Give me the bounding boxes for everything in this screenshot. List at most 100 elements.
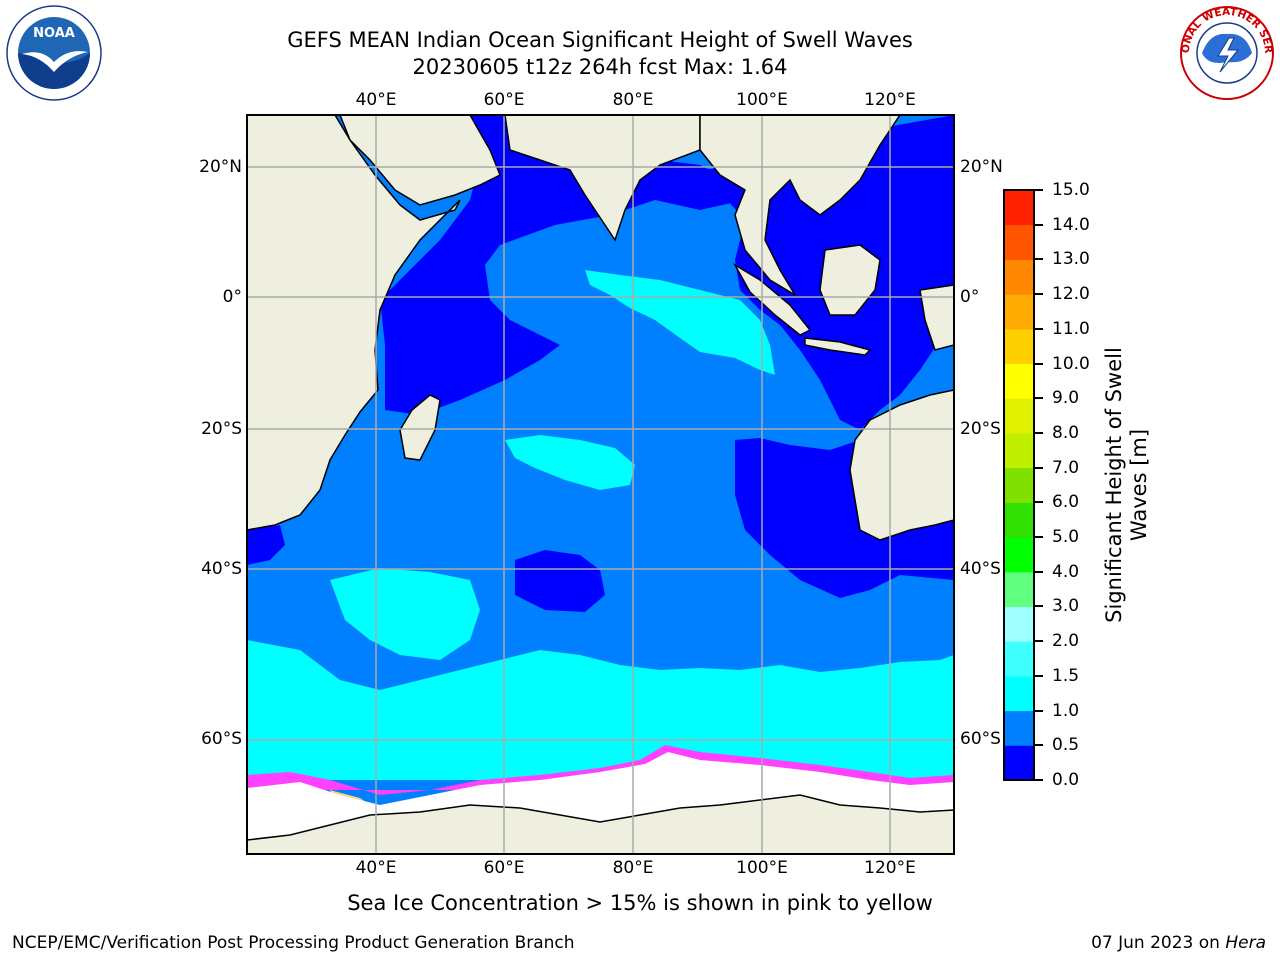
colorbar-tick-mark: [1035, 605, 1043, 608]
lon-tick-bottom-40e: 40°E: [355, 858, 397, 878]
southern-ocean-swell-band: [247, 640, 954, 780]
colorbar-tick-label: 9.0: [1052, 388, 1080, 409]
colorbar-tick-label: 0.0: [1052, 770, 1080, 790]
colorbar-tick-mark: [1035, 223, 1043, 226]
southwest-swell-patch: [330, 568, 480, 660]
lat-tick-right-40s: 40°S: [960, 559, 1001, 579]
colorbar-tick-mark: [1035, 536, 1043, 539]
lat-tick-left-20n: 20°N: [199, 157, 242, 177]
colorbar-segment: [1004, 641, 1034, 677]
colorbar-segment: [1004, 190, 1034, 226]
lon-tick-bottom-80e: 80°E: [612, 858, 654, 878]
colorbar-tick-mark: [1035, 501, 1043, 504]
colorbar-segment: [1004, 432, 1034, 469]
colorbar-tick-mark: [1035, 189, 1043, 191]
subtropical-swell-patch: [505, 435, 635, 490]
colorbar-label-line1: Significant Height of Swell: [1102, 347, 1126, 623]
colorbar: [1003, 189, 1035, 781]
arabia-land: [339, 115, 501, 206]
colorbar-tick-label: 7.0: [1052, 457, 1080, 478]
colorbar-tick-label: 15.0: [1052, 180, 1090, 200]
southwest-low: [247, 525, 285, 565]
svg-text:NOAA: NOAA: [33, 26, 75, 41]
kerguelen-low: [515, 550, 605, 612]
colorbar-tick-mark: [1035, 709, 1043, 712]
colorbar-tick-mark: [1035, 570, 1043, 573]
java-land: [804, 337, 872, 356]
madagascar-land: [399, 394, 441, 461]
lon-tick-top-60e: 60°E: [483, 90, 525, 110]
lat-tick-right-20s: 20°S: [960, 419, 1001, 439]
colorbar-tick-mark: [1035, 362, 1043, 365]
colorbar-tick-label: 2.0: [1052, 631, 1080, 652]
colorbar-segment: [1004, 363, 1034, 399]
colorbar-tick-label: 11.0: [1052, 318, 1090, 339]
footer-date-text: 07 Jun 2023 on: [1091, 933, 1226, 953]
lat-tick-right-0: 0°: [960, 287, 980, 307]
colorbar-tick-mark: [1035, 779, 1043, 781]
footer-date: 07 Jun 2023 on Hera: [1091, 932, 1266, 954]
colorbar-tick-label: 10.0: [1052, 353, 1090, 374]
colorbar-segment: [1004, 467, 1034, 503]
chart-title: GEFS MEAN Indian Ocean Significant Heigh…: [287, 28, 913, 52]
colorbar-segment: [1004, 606, 1034, 642]
lat-tick-left-0: 0°: [222, 287, 242, 307]
colorbar-segment: [1004, 710, 1034, 746]
map-frame: [246, 114, 955, 855]
colorbar-tick-label: 5.0: [1052, 527, 1080, 548]
antarctica-land: [247, 794, 954, 854]
colorbar-segment: [1004, 398, 1034, 434]
colorbar-tick-label: 13.0: [1052, 249, 1090, 270]
nws-logo: NATIONAL WEATHER SERVICE: [1176, 4, 1274, 100]
colorbar-segment: [1004, 259, 1034, 295]
colorbar-tick-mark: [1035, 744, 1043, 747]
gridlines: [247, 115, 954, 854]
lat-tick-left-20s: 20°S: [201, 419, 242, 439]
colorbar-tick-label: 8.0: [1052, 422, 1080, 443]
lat-tick-right-20n: 20°N: [960, 157, 1003, 177]
colorbar-tick-mark: [1035, 293, 1043, 296]
colorbar-tick-mark: [1035, 640, 1043, 643]
colorbar-tick-mark: [1035, 466, 1043, 469]
noaa-logo: NOAA: [6, 5, 102, 101]
colorbar-tick-label: 1.0: [1052, 700, 1080, 721]
colorbar-segment: [1004, 224, 1034, 260]
chart-subtitle: 20230605 t12z 264h fcst Max: 1.64: [412, 55, 788, 79]
colorbar-segment: [1004, 502, 1034, 538]
northern-indian-ocean-low: [380, 115, 745, 415]
colorbar-segment: [1004, 294, 1034, 330]
footer-host: Hera: [1225, 933, 1266, 953]
lon-tick-top-100e: 100°E: [736, 90, 788, 110]
colorbar-tick-label: 1.5: [1052, 665, 1080, 686]
colorbar-tick-mark: [1035, 258, 1043, 261]
footer-branch: NCEP/EMC/Verification Post Processing Pr…: [12, 933, 575, 953]
colorbar-label-line2: Waves [m]: [1127, 428, 1151, 542]
lat-tick-left-40s: 40°S: [201, 559, 242, 579]
lon-tick-bottom-60e: 60°E: [483, 858, 525, 878]
colorbar-tick-label: 4.0: [1052, 561, 1080, 582]
lon-tick-top-120e: 120°E: [864, 90, 916, 110]
lon-tick-top-40e: 40°E: [355, 90, 397, 110]
indochina-land: [699, 115, 901, 296]
africa-land: [247, 115, 461, 531]
lon-tick-bottom-100e: 100°E: [736, 858, 788, 878]
colorbar-tick-label: 6.0: [1052, 492, 1080, 513]
australia-land: [849, 389, 954, 541]
lat-tick-right-60s: 60°S: [960, 729, 1001, 749]
colorbar-tick-label: 0.5: [1052, 735, 1080, 756]
sea-ice-note: Sea Ice Concentration > 15% is shown in …: [347, 891, 933, 915]
colorbar-tick-mark: [1035, 397, 1043, 400]
lat-tick-left-60s: 60°S: [201, 729, 242, 749]
colorbar-segment: [1004, 675, 1034, 712]
new-guinea-land: [919, 284, 954, 351]
colorbar-segment: [1004, 328, 1034, 365]
colorbar-tick-mark: [1035, 431, 1043, 434]
colorbar-segment: [1004, 571, 1034, 607]
colorbar-tick-mark: [1035, 327, 1043, 330]
sumatra-land: [732, 262, 812, 336]
colorbar-segment: [1004, 745, 1034, 781]
colorbar-tick-label: 14.0: [1052, 214, 1090, 235]
colorbar-tick-mark: [1035, 674, 1043, 677]
swell-height-map: [246, 114, 955, 855]
lon-tick-bottom-120e: 120°E: [864, 858, 916, 878]
